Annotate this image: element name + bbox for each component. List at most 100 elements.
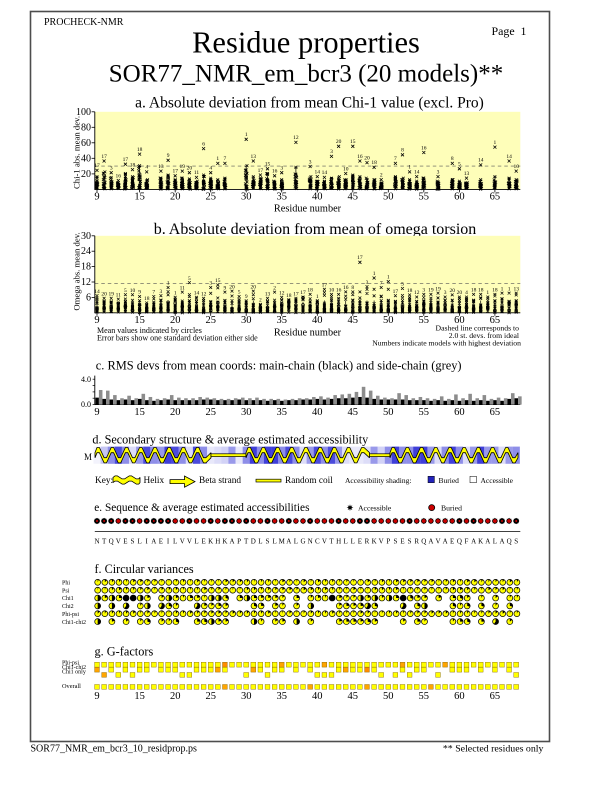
svg-text:14: 14 <box>478 158 484 164</box>
svg-text:3: 3 <box>160 289 163 295</box>
svg-text:3: 3 <box>366 280 369 286</box>
svg-text:5: 5 <box>124 288 127 294</box>
svg-text:A: A <box>471 538 476 546</box>
svg-text:20: 20 <box>187 166 193 172</box>
svg-text:L: L <box>272 538 276 546</box>
svg-text:g. G-factors: g. G-factors <box>95 645 154 659</box>
svg-text:1: 1 <box>373 271 376 277</box>
svg-text:12: 12 <box>293 135 299 141</box>
svg-text:20: 20 <box>336 139 342 145</box>
svg-text:35: 35 <box>276 192 287 203</box>
svg-text:55: 55 <box>419 407 430 418</box>
svg-text:1: 1 <box>508 286 511 292</box>
svg-text:100: 100 <box>76 107 91 118</box>
svg-text:R: R <box>365 538 370 546</box>
svg-text:60: 60 <box>81 138 91 149</box>
svg-text:6: 6 <box>202 141 205 147</box>
svg-text:30: 30 <box>81 231 91 242</box>
svg-text:Chi-1 abs. mean dev.: Chi-1 abs. mean dev. <box>72 116 82 189</box>
svg-text:S: S <box>131 538 135 546</box>
svg-text:25: 25 <box>205 691 216 702</box>
svg-text:40: 40 <box>312 192 323 203</box>
svg-text:S: S <box>393 538 397 546</box>
svg-text:45: 45 <box>348 407 359 418</box>
svg-text:Buried: Buried <box>441 504 462 513</box>
svg-text:V: V <box>116 538 121 546</box>
svg-text:Accessible: Accessible <box>481 476 514 485</box>
svg-text:V: V <box>180 538 185 546</box>
svg-text:9: 9 <box>94 407 99 418</box>
svg-text:14: 14 <box>506 154 512 160</box>
svg-text:17: 17 <box>172 169 178 175</box>
svg-text:16: 16 <box>336 288 342 294</box>
svg-text:1: 1 <box>501 286 504 292</box>
svg-text:Chi1-chi2: Chi1-chi2 <box>62 665 86 671</box>
svg-text:20: 20 <box>101 292 107 298</box>
svg-text:A: A <box>428 538 433 546</box>
svg-text:6: 6 <box>86 292 91 303</box>
svg-text:L: L <box>173 538 177 546</box>
svg-text:12: 12 <box>414 290 420 296</box>
svg-text:18: 18 <box>478 288 484 294</box>
svg-text:E: E <box>159 538 163 546</box>
svg-text:10: 10 <box>329 288 335 294</box>
svg-text:40: 40 <box>312 407 323 418</box>
svg-text:a. Absolute deviation from mea: a. Absolute deviation from mean Chi-1 va… <box>135 95 484 112</box>
svg-text:K: K <box>372 538 377 546</box>
svg-text:13: 13 <box>158 164 164 170</box>
svg-text:15: 15 <box>134 407 145 418</box>
svg-text:L: L <box>194 538 198 546</box>
svg-text:18: 18 <box>144 296 150 302</box>
svg-text:3: 3 <box>209 281 212 287</box>
svg-text:7: 7 <box>224 156 227 162</box>
svg-text:9: 9 <box>167 153 170 159</box>
svg-text:13: 13 <box>251 154 257 160</box>
svg-text:45: 45 <box>348 691 359 702</box>
svg-text:14: 14 <box>94 289 100 295</box>
svg-text:30: 30 <box>241 691 252 702</box>
svg-text:3: 3 <box>437 169 440 175</box>
svg-text:30: 30 <box>241 407 252 418</box>
svg-text:20: 20 <box>457 290 463 296</box>
svg-text:Key:-: Key:- <box>95 476 116 486</box>
svg-text:b. Absolute deviation from mea: b. Absolute deviation from mean of omega… <box>154 221 477 238</box>
svg-text:3: 3 <box>309 159 312 165</box>
svg-text:20: 20 <box>170 315 181 326</box>
svg-text:Chi2: Chi2 <box>62 604 74 610</box>
svg-text:3: 3 <box>280 166 283 172</box>
svg-text:18: 18 <box>492 288 498 294</box>
svg-text:0.0: 0.0 <box>81 400 91 409</box>
svg-text:1: 1 <box>245 132 248 138</box>
svg-text:65: 65 <box>490 192 501 203</box>
svg-text:E: E <box>123 538 127 546</box>
svg-text:17: 17 <box>123 157 129 163</box>
svg-text:14: 14 <box>414 169 420 175</box>
svg-text:8: 8 <box>451 156 454 162</box>
svg-text:Helix: Helix <box>144 476 165 486</box>
svg-text:30: 30 <box>241 315 252 326</box>
svg-text:17: 17 <box>322 283 328 289</box>
svg-text:Residue properties: Residue properties <box>192 26 420 60</box>
svg-text:65: 65 <box>490 691 501 702</box>
svg-text:60: 60 <box>454 691 465 702</box>
svg-text:Chi1-chi2: Chi1-chi2 <box>62 620 86 626</box>
svg-text:Q: Q <box>421 538 426 546</box>
svg-text:Buried: Buried <box>439 476 460 485</box>
svg-text:T: T <box>102 538 107 546</box>
svg-text:25: 25 <box>205 192 216 203</box>
svg-text:20: 20 <box>449 288 455 294</box>
svg-text:Q: Q <box>457 538 462 546</box>
svg-text:Residue number: Residue number <box>274 328 342 339</box>
svg-text:L: L <box>351 538 355 546</box>
svg-text:20: 20 <box>364 155 370 161</box>
svg-text:19: 19 <box>180 164 186 170</box>
svg-text:19: 19 <box>428 288 434 294</box>
svg-text:2: 2 <box>259 298 262 304</box>
svg-text:17: 17 <box>393 289 399 295</box>
svg-text:5: 5 <box>458 162 461 168</box>
svg-text:13: 13 <box>265 292 271 298</box>
svg-text:11: 11 <box>116 292 122 298</box>
svg-text:M: M <box>279 538 286 546</box>
svg-text:4: 4 <box>465 290 468 296</box>
svg-text:e. Sequence & average estimate: e. Sequence & average estimated accessib… <box>94 502 309 514</box>
